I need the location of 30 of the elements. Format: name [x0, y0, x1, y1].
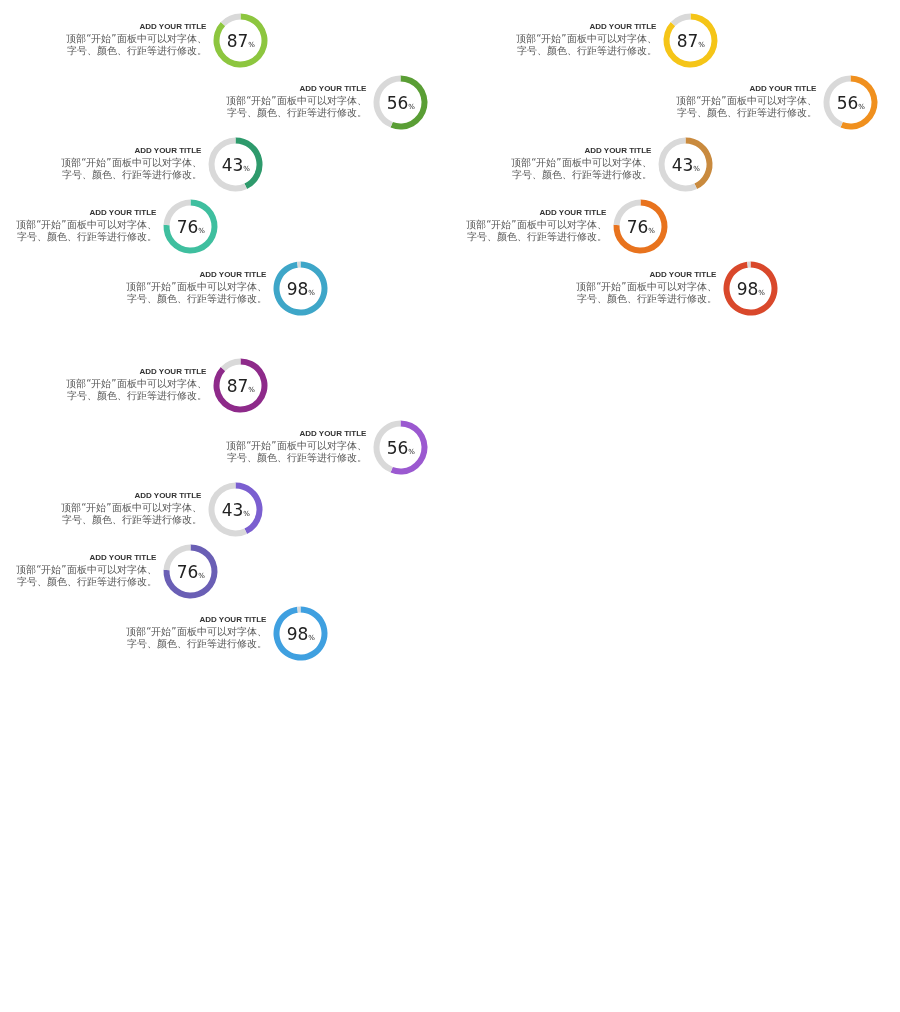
text: 顶部“开始”面板中可以对字体、字号、颜色、行距等进行修改。 — [16, 564, 157, 587]
text: ADD YOUR TITLE — [139, 367, 208, 376]
text: ADD YOUR TITLE — [134, 146, 203, 155]
text: ADD YOUR TITLE — [589, 22, 658, 31]
text: 顶部“开始”面板中可以对字体、字号、颜色、行距等进行修改。 — [61, 157, 202, 180]
text: ADD YOUR TITLE — [539, 208, 608, 217]
text: ADD YOUR TITLE — [199, 270, 268, 279]
text: ADD YOUR TITLE — [649, 270, 718, 279]
text: 顶部“开始”面板中可以对字体、字号、颜色、行距等进行修改。 — [226, 440, 367, 463]
text: 顶部“开始”面板中可以对字体、字号、颜色、行距等进行修改。 — [126, 281, 267, 304]
text: 顶部“开始”面板中可以对字体、字号、颜色、行距等进行修改。 — [226, 95, 367, 118]
text: ADD YOUR TITLE — [299, 429, 368, 438]
text: 顶部“开始”面板中可以对字体、字号、颜色、行距等进行修改。 — [466, 219, 607, 242]
text: ADD YOUR TITLE — [89, 208, 158, 217]
text: 顶部“开始”面板中可以对字体、字号、颜色、行距等进行修改。 — [676, 95, 817, 118]
text: ADD YOUR TITLE — [199, 615, 268, 624]
text: 顶部“开始”面板中可以对字体、字号、颜色、行距等进行修改。 — [126, 626, 267, 649]
text: 顶部“开始”面板中可以对字体、字号、颜色、行距等进行修改。 — [66, 378, 207, 401]
text: ADD YOUR TITLE — [89, 553, 158, 562]
text: ADD YOUR TITLE — [584, 146, 653, 155]
text: 顶部“开始”面板中可以对字体、字号、颜色、行距等进行修改。 — [66, 33, 207, 56]
text: ADD YOUR TITLE — [139, 22, 208, 31]
text: 顶部“开始”面板中可以对字体、字号、颜色、行距等进行修改。 — [576, 281, 717, 304]
text: ADD YOUR TITLE — [299, 84, 368, 93]
text: 顶部“开始”面板中可以对字体、字号、颜色、行距等进行修改。 — [511, 157, 652, 180]
text: 顶部“开始”面板中可以对字体、字号、颜色、行距等进行修改。 — [16, 219, 157, 242]
text: ADD YOUR TITLE — [134, 491, 203, 500]
text: 顶部“开始”面板中可以对字体、字号、颜色、行距等进行修改。 — [61, 502, 202, 525]
text: 顶部“开始”面板中可以对字体、字号、颜色、行距等进行修改。 — [516, 33, 657, 56]
text: ADD YOUR TITLE — [749, 84, 818, 93]
